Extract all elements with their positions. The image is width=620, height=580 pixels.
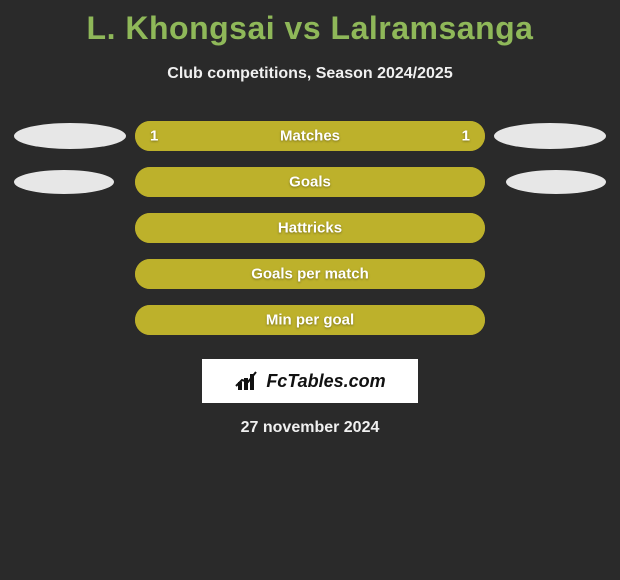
stat-bar-fill-right xyxy=(310,305,485,335)
stat-bar-fill-right xyxy=(310,167,485,197)
date-text: 27 november 2024 xyxy=(0,419,620,437)
stat-row: Hattricks xyxy=(10,213,610,243)
stat-bar-track: Goals per match xyxy=(135,259,485,289)
subtitle: Club competitions, Season 2024/2025 xyxy=(0,65,620,83)
player-ellipse-left xyxy=(14,170,114,194)
stat-rows: Matches1 1 Goals Hattricks Goals per match Mi… xyxy=(0,121,620,335)
stat-bar-fill-left xyxy=(135,259,310,289)
stat-bar-fill-left xyxy=(135,213,310,243)
stat-bar-fill-right xyxy=(310,259,485,289)
stat-bar-track: Matches xyxy=(135,121,485,151)
stat-value-left: 1 xyxy=(150,128,158,145)
comparison-infographic: L. Khongsai vs Lalramsanga Club competit… xyxy=(0,0,620,580)
stat-bar-fill-right xyxy=(310,121,485,151)
player-ellipse-left xyxy=(14,123,126,149)
stat-row: Min per goal xyxy=(10,305,610,335)
stat-bar-fill-left xyxy=(135,305,310,335)
stat-bar-track: Hattricks xyxy=(135,213,485,243)
stat-row: Matches1 1 xyxy=(10,121,610,151)
logo-text: FcTables.com xyxy=(266,371,385,392)
stat-bar-track: Goals xyxy=(135,167,485,197)
page-title: L. Khongsai vs Lalramsanga xyxy=(0,10,620,47)
player-ellipse-right xyxy=(506,170,606,194)
player-ellipse-right xyxy=(494,123,606,149)
stat-row: Goals xyxy=(10,167,610,197)
logo-box: FcTables.com xyxy=(202,359,418,403)
stat-row: Goals per match xyxy=(10,259,610,289)
logo-chart-icon xyxy=(234,370,262,392)
stat-bar-fill-right xyxy=(310,213,485,243)
stat-bar-track: Min per goal xyxy=(135,305,485,335)
stat-bar-fill-left xyxy=(135,121,310,151)
stat-bar-fill-left xyxy=(135,167,310,197)
stat-value-right: 1 xyxy=(462,128,470,145)
